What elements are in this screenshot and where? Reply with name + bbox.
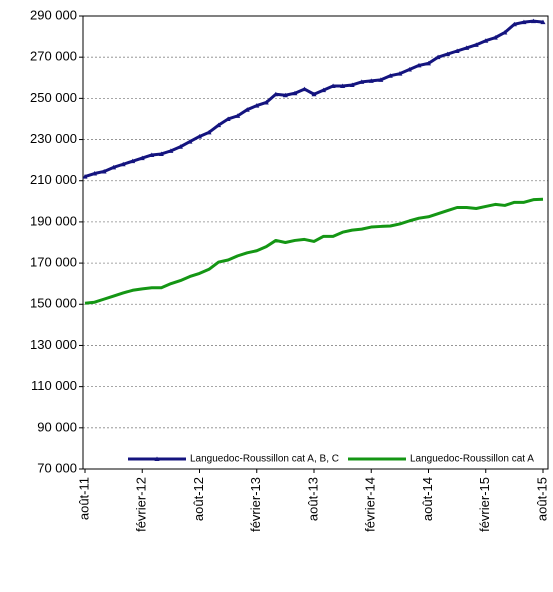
y-tick-label: 250 000: [30, 90, 77, 105]
marker: [502, 29, 508, 35]
x-tick-label: août-15: [534, 477, 549, 521]
legend-label: Languedoc-Roussillon cat A, B, C: [190, 454, 339, 465]
marker: [206, 129, 212, 135]
marker: [330, 83, 336, 89]
marker: [492, 35, 498, 40]
y-tick-label: 150 000: [30, 296, 77, 311]
legend-marker: [154, 456, 160, 461]
marker: [435, 54, 441, 60]
marker: [368, 78, 374, 83]
marker: [254, 103, 260, 108]
marker: [149, 152, 155, 157]
marker: [521, 19, 527, 25]
marker: [378, 77, 384, 82]
marker: [92, 171, 98, 176]
x-tick-label: août-13: [305, 477, 320, 521]
marker: [225, 116, 231, 121]
y-tick-label: 270 000: [30, 49, 77, 64]
y-tick-label: 290 000: [30, 7, 77, 22]
x-tick-label: février-14: [363, 477, 378, 532]
marker: [397, 71, 403, 76]
marker: [311, 91, 317, 97]
y-tick-label: 170 000: [30, 255, 77, 270]
marker: [530, 18, 536, 24]
marker: [120, 161, 126, 167]
marker: [292, 90, 298, 96]
marker: [101, 168, 107, 174]
marker: [511, 21, 517, 27]
marker: [349, 82, 355, 87]
y-tick-label: 210 000: [30, 172, 77, 187]
plot-border: [82, 15, 549, 470]
marker: [454, 48, 460, 54]
x-tick-label: août-14: [420, 477, 435, 521]
marker: [177, 144, 183, 149]
marker: [187, 139, 193, 144]
legend-label: Languedoc-Roussillon cat A: [410, 454, 534, 465]
marker: [263, 99, 269, 105]
marker: [301, 86, 307, 92]
marker: [340, 83, 346, 89]
x-tick-label: février-15: [477, 477, 492, 532]
marker: [540, 19, 546, 25]
y-tick-label: 70 000: [37, 460, 77, 475]
x-tick-label: août-12: [191, 477, 206, 521]
y-tick-label: 230 000: [30, 131, 77, 146]
marker: [483, 38, 489, 43]
y-tick-label: 190 000: [30, 213, 77, 228]
y-tick-label: 90 000: [37, 419, 77, 434]
y-tick-label: 130 000: [30, 337, 77, 352]
marker: [82, 174, 88, 179]
marker: [464, 45, 470, 50]
marker: [130, 158, 136, 164]
marker: [406, 67, 412, 72]
marker: [139, 155, 145, 161]
marker: [387, 73, 393, 78]
marker: [359, 79, 365, 84]
y-tick-label: 110 000: [31, 378, 77, 393]
marker: [158, 151, 164, 156]
series-line: [84, 197, 544, 305]
series-line: [84, 19, 544, 179]
marker: [273, 91, 279, 97]
marker: [168, 148, 174, 153]
marker: [111, 164, 117, 170]
x-tick-label: août-11: [76, 477, 91, 520]
marker: [235, 113, 241, 118]
x-tick-label: février-13: [248, 477, 263, 532]
marker: [282, 92, 288, 98]
marker: [321, 87, 327, 93]
x-tick-label: février-12: [134, 477, 149, 532]
marker: [216, 122, 222, 128]
marker: [416, 62, 422, 68]
marker: [473, 42, 479, 47]
marker: [426, 60, 431, 66]
marker: [244, 107, 250, 112]
marker: [197, 133, 202, 139]
marker: [445, 51, 451, 57]
